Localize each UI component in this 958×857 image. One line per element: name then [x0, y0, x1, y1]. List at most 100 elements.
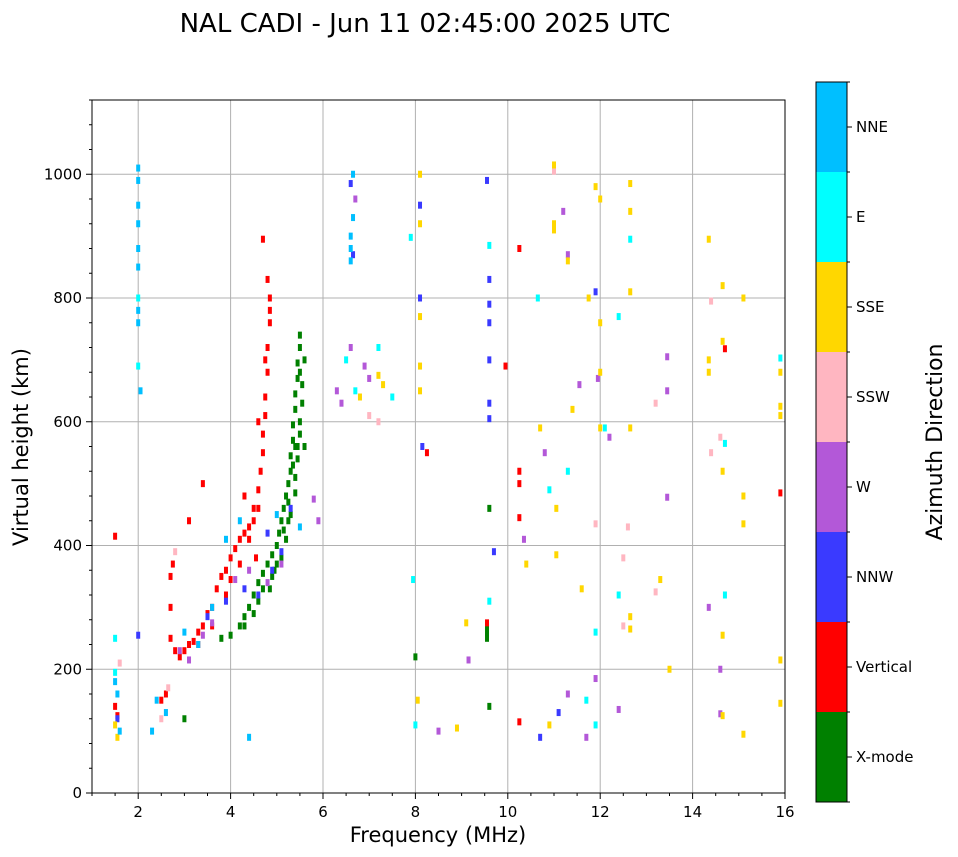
data-point-x-mode: [293, 405, 298, 413]
data-point-vertical: [196, 628, 201, 636]
data-point-sse: [720, 337, 725, 345]
colorbar-label: NNW: [856, 568, 893, 586]
data-point-nnw: [487, 415, 492, 423]
data-point-w: [718, 710, 723, 718]
data-point-vertical: [113, 702, 118, 710]
data-point-ssw: [653, 588, 658, 596]
data-point-x-mode: [290, 421, 295, 429]
data-point-vertical: [267, 306, 272, 314]
data-point-ssw: [709, 297, 714, 305]
data-point-sse: [552, 226, 556, 234]
data-point-x-mode: [284, 492, 289, 500]
data-point-nnw: [348, 180, 353, 188]
data-point-w: [565, 690, 570, 698]
data-point-nne: [136, 220, 141, 228]
data-point-vertical: [424, 449, 429, 457]
data-point-w: [521, 535, 526, 543]
data-point-nnw: [487, 300, 492, 308]
data-point-vertical: [251, 504, 256, 512]
colorbar-swatch-nnw: [816, 532, 847, 622]
data-point-sse: [720, 282, 725, 290]
data-point-ssw: [367, 412, 372, 420]
data-point-x-mode: [228, 631, 233, 639]
data-point-x-mode: [288, 452, 293, 460]
data-point-w: [595, 374, 600, 382]
data-point-e: [593, 628, 598, 636]
data-point-vertical: [256, 486, 261, 494]
data-point-sse: [778, 368, 783, 376]
data-point-e: [113, 634, 118, 642]
data-point-vertical: [163, 690, 168, 698]
data-point-vertical: [258, 467, 263, 475]
data-point-sse: [115, 733, 120, 741]
data-point-e: [616, 591, 621, 599]
data-point-nne: [247, 733, 252, 741]
data-point-sse: [706, 368, 711, 376]
data-point-nne: [136, 263, 141, 271]
data-point-vertical: [200, 622, 205, 630]
data-point-vertical: [219, 572, 224, 580]
data-point-w: [665, 353, 670, 361]
data-point-vertical: [256, 418, 261, 426]
data-point-nne: [138, 387, 143, 395]
data-point-vertical: [247, 523, 252, 531]
data-point-nnw: [593, 288, 598, 296]
data-point-nne: [115, 690, 120, 698]
data-point-sse: [741, 294, 746, 302]
data-point-sse: [741, 492, 746, 500]
data-point-vertical: [485, 619, 490, 627]
data-point-x-mode: [267, 585, 272, 593]
data-point-w: [187, 656, 192, 664]
data-point-w: [279, 560, 284, 568]
data-point-vertical: [173, 647, 178, 655]
data-point-nnw: [491, 548, 496, 556]
axis-ticks: 2 4 6 8 10 12 14 16 0 200 400 600 800 1000: [44, 99, 795, 821]
data-point-x-mode: [485, 628, 490, 636]
data-point-vertical: [517, 245, 522, 252]
data-point-nnw: [420, 443, 425, 450]
data-point-vertical: [517, 514, 522, 522]
data-point-e: [778, 354, 783, 362]
data-point-x-mode: [297, 344, 302, 351]
data-point-w: [665, 387, 670, 395]
data-point-x-mode: [284, 535, 289, 543]
data-point-sse: [570, 405, 575, 413]
data-point-sse: [579, 585, 584, 593]
data-point-x-mode: [286, 498, 291, 506]
data-point-x-mode: [288, 467, 293, 475]
data-point-vertical: [228, 576, 233, 584]
data-point-e: [353, 387, 358, 395]
data-point-nne: [196, 641, 201, 648]
data-point-sse: [552, 161, 556, 169]
data-point-w: [542, 449, 547, 457]
data-point-sse: [376, 371, 381, 379]
data-point-sse: [593, 183, 598, 191]
data-point-e: [487, 597, 492, 605]
data-point-nne: [351, 214, 356, 222]
data-point-sse: [464, 619, 469, 627]
data-point-sse: [778, 699, 783, 707]
data-point-x-mode: [487, 504, 492, 512]
data-point-e: [113, 668, 118, 676]
data-point-nnw: [279, 548, 284, 556]
colorbar-label: SSE: [856, 298, 885, 316]
data-point-w: [311, 495, 316, 503]
data-point-sse: [381, 381, 386, 389]
data-point-e: [593, 721, 598, 729]
data-point-vertical: [517, 480, 522, 488]
data-point-w: [362, 362, 367, 370]
data-point-x-mode: [295, 443, 300, 450]
data-point-w: [177, 647, 182, 655]
data-point-sse: [720, 467, 725, 475]
data-point-e: [413, 721, 418, 729]
data-point-x-mode: [295, 374, 300, 382]
data-point-vertical: [503, 362, 508, 370]
data-point-vertical: [256, 504, 261, 512]
colorbar-swatch-vertical: [816, 622, 847, 712]
data-point-vertical: [254, 554, 259, 562]
data-point-vertical: [251, 517, 256, 525]
data-point-nnw: [270, 566, 275, 574]
x-axis-label: Frequency (MHz): [350, 823, 526, 847]
data-point-e: [722, 591, 727, 599]
data-point-x-mode: [302, 356, 307, 364]
